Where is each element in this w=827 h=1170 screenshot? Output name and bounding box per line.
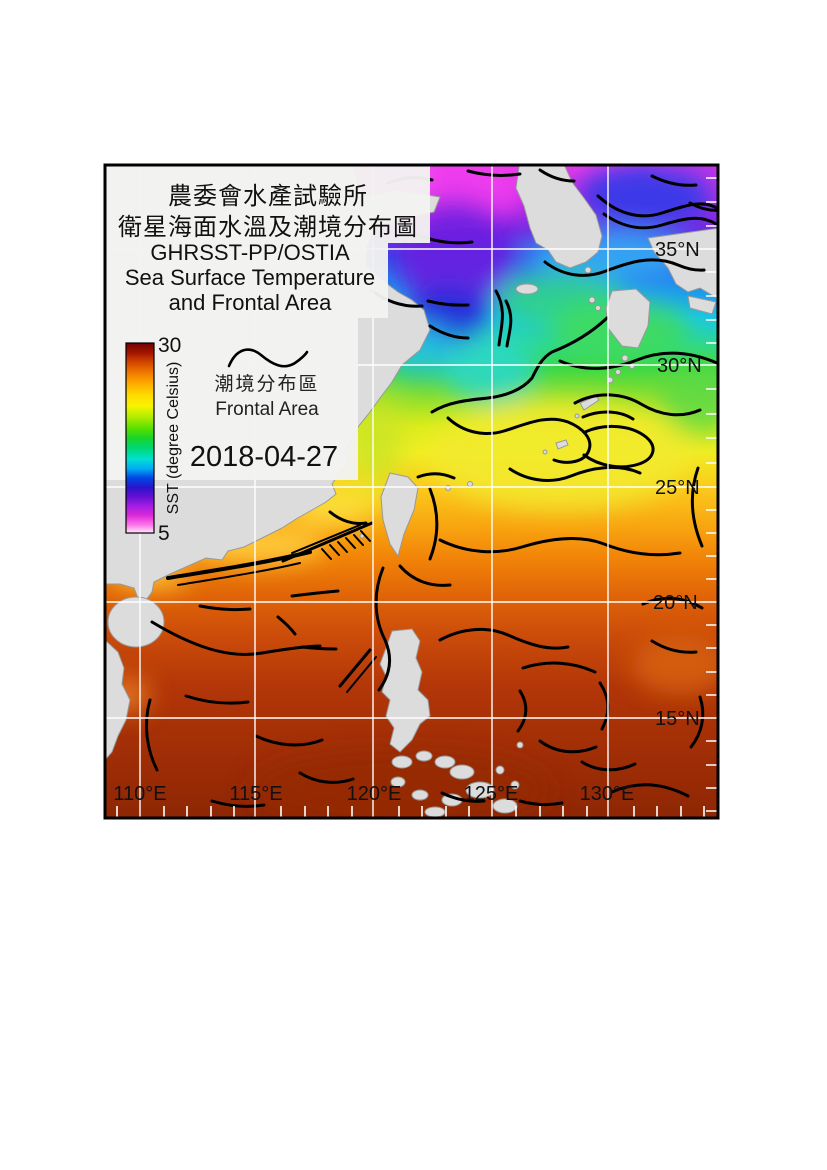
lat-label-20n: 20°N xyxy=(653,592,698,614)
minor-ticks-right xyxy=(706,177,718,812)
colorbar-gradient xyxy=(125,342,155,534)
title-en-line3: and Frontal Area xyxy=(169,290,332,315)
lon-label-115e: 115°E xyxy=(229,783,282,805)
lon-label-130e: 130°E xyxy=(580,783,635,805)
map-plot-area: 35°N 30°N 25°N 20°N 15°N 110°E 115°E 120… xyxy=(105,165,718,818)
lon-label-110e: 110°E xyxy=(113,783,166,805)
title-en-line1: GHRSST-PP/OSTIA xyxy=(150,240,350,265)
lat-label-30n: 30°N xyxy=(657,355,702,377)
colorbar: 30 5 SST (degree Celsius) xyxy=(125,334,182,545)
title-en-line2: Sea Surface Temperature xyxy=(125,265,375,290)
lon-label-125e: 125°E xyxy=(464,783,519,805)
date-label: 2018-04-27 xyxy=(190,441,338,473)
land-kyushu xyxy=(605,288,651,349)
map-border xyxy=(103,163,720,820)
frontal-legend: 潮境分布區 Frontal Area 2018-04-27 xyxy=(190,348,338,473)
colorbar-max-label: 30 xyxy=(158,334,181,357)
graticule-labels: 35°N 30°N 25°N 20°N 15°N 110°E 115°E 120… xyxy=(113,239,701,805)
land-honshu xyxy=(647,227,718,300)
frontal-label-en: Frontal Area xyxy=(215,399,319,420)
title-zh-line1: 農委會水產試驗所 xyxy=(168,183,368,210)
land-taiwan xyxy=(380,472,419,558)
title-block: 農委會水產試驗所 衛星海面水溫及潮境分布圖 GHRSST-PP/OSTIA Se… xyxy=(118,183,418,315)
land-visayas-islands xyxy=(390,741,524,818)
lon-label-120e: 120°E xyxy=(347,783,402,805)
frontal-label-zh: 潮境分布區 xyxy=(214,373,319,395)
minor-ticks-bottom xyxy=(116,806,705,818)
title-panel xyxy=(105,165,430,480)
land-hainan xyxy=(107,596,165,648)
title-zh-line2: 衛星海面水溫及潮境分布圖 xyxy=(118,214,418,241)
colorbar-axis-label: SST (degree Celsius) xyxy=(165,362,182,515)
lat-label-15n: 15°N xyxy=(655,708,700,730)
land-vietnam-coast xyxy=(105,639,131,761)
land-korea xyxy=(515,165,603,269)
frontal-line-symbol xyxy=(227,348,309,368)
lat-label-25n: 25°N xyxy=(655,477,700,499)
land-shikoku xyxy=(687,295,717,315)
colorbar-min-label: 5 xyxy=(158,522,170,545)
land-jeju xyxy=(515,283,539,295)
lat-label-35n: 35°N xyxy=(655,239,700,261)
